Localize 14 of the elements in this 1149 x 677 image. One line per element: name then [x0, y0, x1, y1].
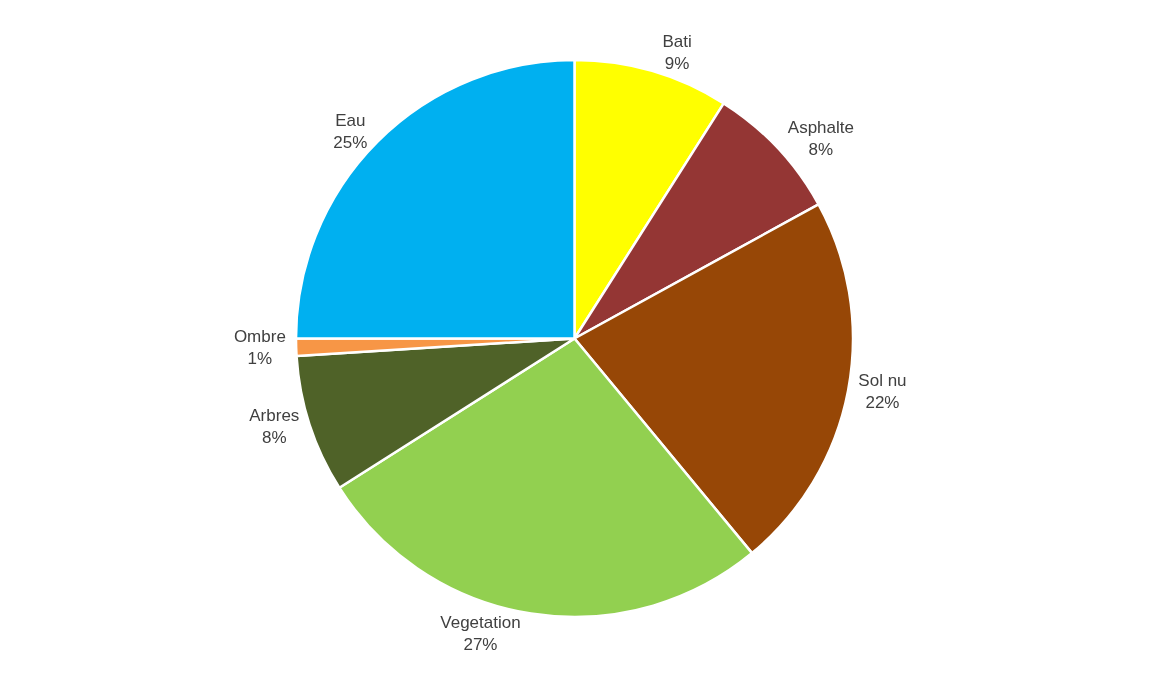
data-label: 25%	[333, 132, 368, 152]
data-label: 27%	[463, 635, 498, 655]
data-label: 1%	[247, 348, 273, 368]
data-label: 9%	[664, 53, 690, 73]
slice-label: Eau	[335, 110, 366, 130]
slice-label: Ombre	[233, 326, 286, 346]
slice-label: Vegetation	[440, 613, 521, 633]
slice-label: Arbres	[249, 405, 300, 425]
data-label: 8%	[262, 428, 287, 448]
data-label: 8%	[808, 139, 834, 159]
data-label: 22%	[865, 392, 900, 412]
slice-label: Bati	[662, 31, 692, 51]
slice-label: Sol nu	[858, 370, 907, 390]
slice-label: Asphalte	[787, 117, 854, 137]
